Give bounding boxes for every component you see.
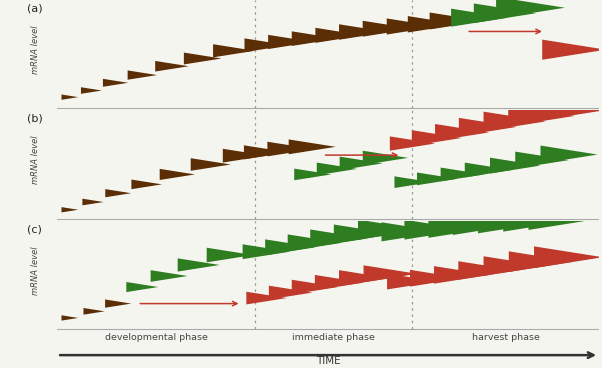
Polygon shape xyxy=(246,292,287,304)
Polygon shape xyxy=(386,18,438,35)
Polygon shape xyxy=(465,163,512,177)
Polygon shape xyxy=(150,270,188,282)
Polygon shape xyxy=(243,244,290,259)
Polygon shape xyxy=(81,87,102,94)
Polygon shape xyxy=(451,9,508,26)
Text: mRNA level: mRNA level xyxy=(31,246,40,295)
Polygon shape xyxy=(430,13,483,29)
Polygon shape xyxy=(315,275,364,290)
Polygon shape xyxy=(340,157,383,170)
Text: (c): (c) xyxy=(28,224,42,234)
Polygon shape xyxy=(515,152,569,169)
Polygon shape xyxy=(82,199,104,205)
Polygon shape xyxy=(213,44,255,57)
Polygon shape xyxy=(496,0,565,19)
Text: TIME: TIME xyxy=(316,356,340,366)
Text: (b): (b) xyxy=(28,114,43,124)
Polygon shape xyxy=(408,16,460,32)
Text: harvest phase: harvest phase xyxy=(471,333,539,342)
Polygon shape xyxy=(223,149,267,163)
Text: mRNA level: mRNA level xyxy=(31,136,40,184)
Polygon shape xyxy=(317,163,357,175)
Polygon shape xyxy=(268,35,313,49)
Polygon shape xyxy=(542,40,602,60)
Polygon shape xyxy=(364,265,417,282)
Polygon shape xyxy=(429,217,494,238)
Polygon shape xyxy=(534,246,602,268)
Polygon shape xyxy=(390,137,435,151)
Polygon shape xyxy=(103,79,128,87)
Polygon shape xyxy=(206,248,253,262)
Polygon shape xyxy=(267,142,314,156)
Text: (a): (a) xyxy=(28,3,43,13)
Polygon shape xyxy=(310,230,367,247)
Polygon shape xyxy=(533,99,602,121)
Polygon shape xyxy=(541,146,598,163)
Polygon shape xyxy=(387,273,438,290)
Text: developmental phase: developmental phase xyxy=(105,333,208,342)
Polygon shape xyxy=(435,124,489,141)
Polygon shape xyxy=(394,176,432,188)
Polygon shape xyxy=(503,208,579,231)
Polygon shape xyxy=(529,205,602,230)
Polygon shape xyxy=(478,210,550,233)
Polygon shape xyxy=(155,61,189,71)
Polygon shape xyxy=(105,189,131,197)
Polygon shape xyxy=(61,315,78,321)
Polygon shape xyxy=(412,130,462,146)
Polygon shape xyxy=(244,38,288,52)
Polygon shape xyxy=(358,220,422,240)
Polygon shape xyxy=(508,105,575,127)
Polygon shape xyxy=(382,222,442,241)
Polygon shape xyxy=(128,70,157,80)
Polygon shape xyxy=(362,21,413,37)
Polygon shape xyxy=(441,167,484,181)
Polygon shape xyxy=(178,258,220,272)
Polygon shape xyxy=(265,239,315,255)
Polygon shape xyxy=(417,173,458,185)
Polygon shape xyxy=(458,261,517,280)
Polygon shape xyxy=(453,213,521,235)
Polygon shape xyxy=(410,270,463,287)
Polygon shape xyxy=(483,112,545,131)
Polygon shape xyxy=(334,224,394,244)
Polygon shape xyxy=(434,266,489,284)
Polygon shape xyxy=(490,158,541,174)
Text: immediate phase: immediate phase xyxy=(292,333,375,342)
Polygon shape xyxy=(61,207,78,212)
Polygon shape xyxy=(160,169,195,180)
Polygon shape xyxy=(289,139,336,154)
Polygon shape xyxy=(339,270,390,286)
Polygon shape xyxy=(315,28,363,43)
Polygon shape xyxy=(105,300,131,308)
Polygon shape xyxy=(483,256,545,276)
Polygon shape xyxy=(131,180,162,189)
Polygon shape xyxy=(191,158,231,171)
Polygon shape xyxy=(244,145,288,159)
Polygon shape xyxy=(292,31,338,46)
Polygon shape xyxy=(294,169,331,180)
Polygon shape xyxy=(363,151,408,165)
Polygon shape xyxy=(339,24,388,40)
Polygon shape xyxy=(184,53,222,64)
Polygon shape xyxy=(126,282,158,292)
Polygon shape xyxy=(84,308,105,315)
Text: mRNA level: mRNA level xyxy=(31,25,40,74)
Polygon shape xyxy=(459,118,517,136)
Polygon shape xyxy=(61,95,78,100)
Polygon shape xyxy=(292,280,338,294)
Polygon shape xyxy=(474,3,536,23)
Polygon shape xyxy=(288,234,341,251)
Polygon shape xyxy=(269,286,312,300)
Polygon shape xyxy=(509,251,574,272)
Polygon shape xyxy=(405,220,468,240)
